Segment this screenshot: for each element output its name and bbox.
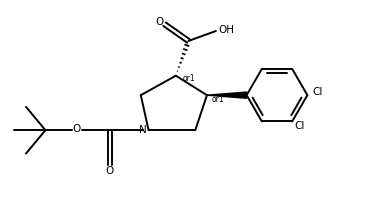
Text: Cl: Cl: [294, 121, 304, 131]
Text: N: N: [139, 125, 147, 135]
Text: OH: OH: [218, 25, 234, 35]
Text: O: O: [155, 17, 164, 27]
Polygon shape: [207, 92, 247, 98]
Text: Cl: Cl: [312, 87, 322, 97]
Text: or1: or1: [183, 74, 195, 83]
Text: O: O: [105, 166, 114, 176]
Text: O: O: [72, 124, 81, 134]
Text: or1: or1: [211, 95, 224, 104]
